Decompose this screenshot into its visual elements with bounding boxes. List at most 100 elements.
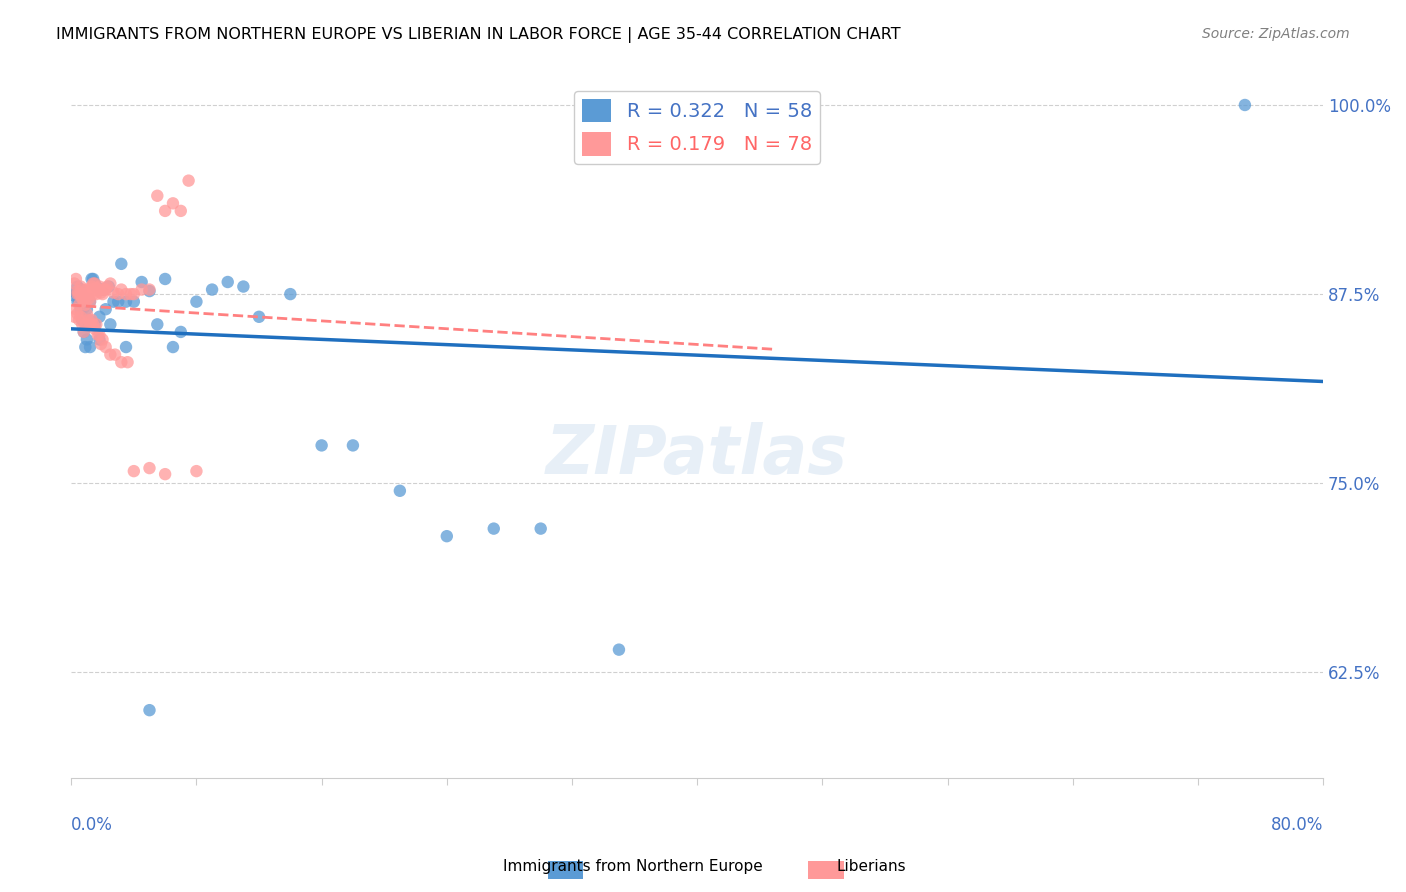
Point	[530, 522, 553, 536]
Point	[90, 285, 112, 300]
Point	[110, 283, 132, 297]
Point	[73, 301, 96, 315]
Point	[89, 333, 111, 347]
Point	[82, 287, 104, 301]
Point	[70, 313, 93, 327]
Point	[79, 340, 101, 354]
Point	[65, 302, 87, 317]
Point	[186, 294, 208, 309]
Point	[76, 307, 98, 321]
Point	[232, 279, 254, 293]
Point	[76, 283, 98, 297]
Point	[69, 283, 91, 297]
Point	[67, 298, 90, 312]
Point	[388, 483, 411, 498]
Point	[75, 292, 97, 306]
Point	[90, 337, 112, 351]
Point	[77, 292, 100, 306]
Point	[82, 318, 104, 332]
Point	[80, 283, 103, 297]
Point	[80, 272, 103, 286]
Point	[87, 283, 110, 297]
Point	[79, 287, 101, 301]
Point	[1233, 98, 1256, 112]
Point	[82, 277, 104, 291]
Point	[186, 464, 208, 478]
Point	[91, 287, 114, 301]
Point	[342, 438, 364, 452]
Point	[153, 272, 176, 286]
Point	[153, 203, 176, 218]
Point	[77, 313, 100, 327]
Point	[138, 283, 160, 297]
Point	[607, 642, 630, 657]
Point	[98, 348, 121, 362]
Point	[91, 283, 114, 297]
Point	[247, 310, 270, 324]
Point	[76, 302, 98, 317]
Point	[110, 355, 132, 369]
Point	[79, 294, 101, 309]
Point	[82, 272, 104, 286]
Point	[66, 294, 89, 309]
Point	[146, 188, 169, 202]
Point	[73, 325, 96, 339]
Point	[217, 275, 239, 289]
Point	[436, 529, 458, 543]
Point	[65, 272, 87, 286]
Point	[131, 283, 153, 297]
Point	[63, 310, 86, 324]
Point	[84, 287, 107, 301]
Point	[107, 294, 129, 309]
Point	[69, 279, 91, 293]
Point	[117, 355, 139, 369]
Text: Liberians: Liberians	[837, 859, 907, 874]
Point	[63, 288, 86, 302]
Point	[66, 284, 89, 298]
Point	[96, 279, 118, 293]
Point	[120, 287, 142, 301]
Point	[75, 290, 97, 304]
Point	[115, 287, 138, 301]
Point	[84, 318, 107, 332]
Point	[98, 318, 121, 332]
Point	[63, 277, 86, 291]
Text: Immigrants from Northern Europe: Immigrants from Northern Europe	[503, 859, 762, 874]
Point	[70, 283, 93, 297]
Point	[67, 313, 90, 327]
Point	[162, 196, 184, 211]
Point	[89, 279, 111, 293]
Point	[122, 294, 145, 309]
Point	[482, 522, 505, 536]
Text: ZIPatlas: ZIPatlas	[546, 422, 848, 488]
Point	[76, 333, 98, 347]
Point	[75, 298, 97, 312]
Point	[94, 302, 117, 317]
Point	[115, 294, 138, 309]
Point	[170, 325, 193, 339]
Point	[69, 287, 91, 301]
Point	[73, 287, 96, 301]
Point	[67, 287, 90, 301]
Text: 0.0%: 0.0%	[72, 816, 112, 834]
Point	[89, 328, 111, 343]
Point	[66, 287, 89, 301]
Point	[146, 318, 169, 332]
Point	[122, 464, 145, 478]
Point	[98, 277, 121, 291]
Point	[66, 307, 89, 321]
Point	[83, 283, 105, 297]
Point	[103, 294, 125, 309]
Legend: R = 0.322   N = 58, R = 0.179   N = 78: R = 0.322 N = 58, R = 0.179 N = 78	[575, 91, 820, 163]
Point	[83, 277, 105, 291]
Point	[131, 275, 153, 289]
Point	[93, 283, 115, 297]
Point	[80, 279, 103, 293]
Point	[311, 438, 333, 452]
Point	[94, 283, 117, 297]
Point	[77, 313, 100, 327]
Point	[138, 284, 160, 298]
Point	[83, 318, 105, 332]
Point	[77, 285, 100, 300]
Point	[87, 283, 110, 297]
